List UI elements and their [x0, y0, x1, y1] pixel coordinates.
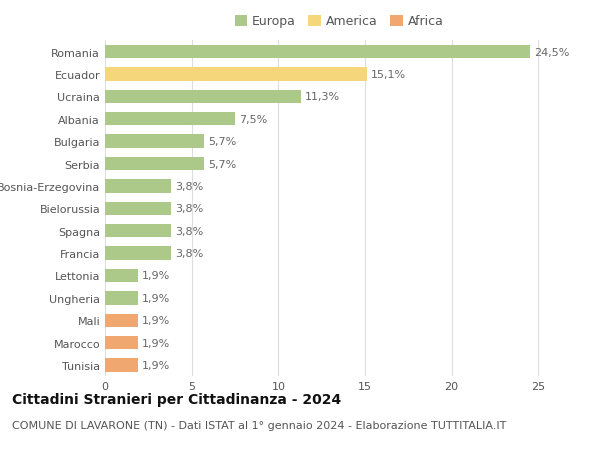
Text: 3,8%: 3,8%	[175, 226, 203, 236]
Bar	[105, 180, 171, 193]
Text: 1,9%: 1,9%	[142, 271, 170, 281]
Bar	[105, 157, 204, 171]
Bar	[105, 113, 235, 126]
Text: 11,3%: 11,3%	[305, 92, 340, 102]
Text: 24,5%: 24,5%	[534, 47, 569, 57]
Text: 7,5%: 7,5%	[239, 114, 268, 124]
Bar	[105, 247, 171, 260]
Text: 3,8%: 3,8%	[175, 204, 203, 214]
Legend: Europa, America, Africa: Europa, America, Africa	[235, 16, 443, 28]
Bar	[105, 90, 301, 104]
Text: COMUNE DI LAVARONE (TN) - Dati ISTAT al 1° gennaio 2024 - Elaborazione TUTTITALI: COMUNE DI LAVARONE (TN) - Dati ISTAT al …	[12, 420, 506, 430]
Bar	[105, 135, 204, 149]
Bar	[105, 314, 138, 327]
Text: Cittadini Stranieri per Cittadinanza - 2024: Cittadini Stranieri per Cittadinanza - 2…	[12, 392, 341, 406]
Text: 1,9%: 1,9%	[142, 293, 170, 303]
Text: 1,9%: 1,9%	[142, 315, 170, 325]
Text: 5,7%: 5,7%	[208, 159, 236, 169]
Text: 3,8%: 3,8%	[175, 181, 203, 191]
Text: 15,1%: 15,1%	[371, 70, 406, 80]
Bar	[105, 291, 138, 305]
Bar	[105, 336, 138, 350]
Text: 1,9%: 1,9%	[142, 338, 170, 348]
Bar	[105, 269, 138, 283]
Bar	[105, 46, 530, 59]
Bar	[105, 358, 138, 372]
Text: 1,9%: 1,9%	[142, 360, 170, 370]
Text: 5,7%: 5,7%	[208, 137, 236, 147]
Text: 3,8%: 3,8%	[175, 248, 203, 258]
Bar	[105, 68, 367, 82]
Bar	[105, 202, 171, 216]
Bar	[105, 224, 171, 238]
